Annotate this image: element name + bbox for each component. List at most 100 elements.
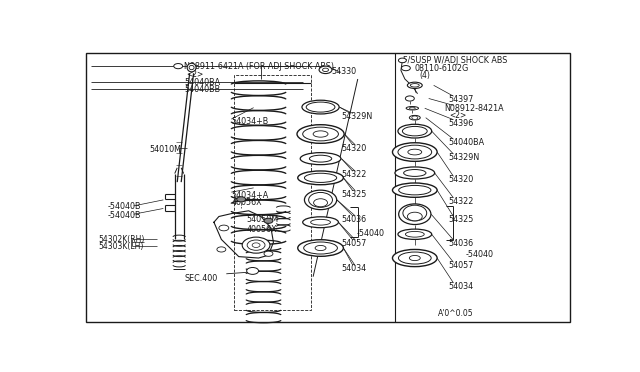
Text: 54040BA: 54040BA	[448, 138, 484, 147]
Text: 54034: 54034	[341, 264, 366, 273]
Text: 54036: 54036	[448, 239, 473, 248]
Text: 54034: 54034	[448, 282, 473, 291]
Text: 54397: 54397	[448, 95, 474, 104]
Text: 54302K(RH): 54302K(RH)	[99, 235, 145, 244]
Text: A'0^0.05: A'0^0.05	[438, 310, 474, 318]
Ellipse shape	[404, 170, 426, 176]
Ellipse shape	[314, 199, 328, 207]
Ellipse shape	[309, 155, 332, 162]
Text: (4): (4)	[420, 71, 431, 80]
Circle shape	[412, 116, 418, 119]
Ellipse shape	[187, 63, 196, 72]
Ellipse shape	[305, 173, 337, 182]
Ellipse shape	[306, 102, 335, 112]
Text: SEC.400: SEC.400	[184, 273, 218, 283]
Circle shape	[399, 58, 406, 63]
Circle shape	[252, 243, 260, 247]
Ellipse shape	[403, 126, 428, 136]
Ellipse shape	[410, 84, 419, 87]
Text: -54040: -54040	[466, 250, 494, 259]
Circle shape	[237, 197, 246, 202]
Circle shape	[246, 267, 259, 275]
Ellipse shape	[399, 252, 431, 264]
Ellipse shape	[304, 242, 337, 254]
Circle shape	[219, 225, 229, 231]
Ellipse shape	[399, 185, 431, 195]
Circle shape	[217, 247, 226, 252]
Ellipse shape	[313, 131, 328, 137]
Text: -54040B: -54040B	[108, 211, 141, 219]
Ellipse shape	[308, 192, 332, 207]
Circle shape	[264, 218, 273, 223]
Text: 54320: 54320	[341, 144, 366, 153]
Text: N: N	[177, 64, 180, 68]
Ellipse shape	[398, 229, 431, 240]
Text: 54010M: 54010M	[150, 145, 182, 154]
Text: <2>: <2>	[449, 111, 467, 120]
Ellipse shape	[298, 240, 344, 256]
Text: 54325: 54325	[341, 190, 366, 199]
Text: 40056X: 40056X	[246, 225, 276, 234]
Ellipse shape	[310, 219, 330, 225]
Text: 54322: 54322	[448, 197, 474, 206]
Ellipse shape	[392, 250, 437, 267]
Ellipse shape	[189, 65, 194, 70]
Ellipse shape	[392, 183, 437, 197]
Circle shape	[264, 251, 273, 256]
Ellipse shape	[399, 204, 431, 225]
Text: 54050M: 54050M	[246, 215, 278, 224]
Ellipse shape	[403, 205, 427, 221]
Ellipse shape	[398, 124, 431, 138]
Ellipse shape	[406, 106, 419, 110]
Text: 54040BB: 54040BB	[184, 85, 220, 94]
Text: <2>: <2>	[187, 70, 204, 79]
Ellipse shape	[302, 100, 339, 114]
Text: 54034+B: 54034+B	[231, 118, 269, 126]
Text: 54322: 54322	[341, 170, 366, 179]
Ellipse shape	[297, 125, 344, 143]
Ellipse shape	[305, 190, 337, 210]
Ellipse shape	[300, 153, 341, 165]
Text: B: B	[404, 65, 408, 71]
Ellipse shape	[405, 231, 424, 237]
Ellipse shape	[398, 145, 431, 159]
Text: 54330: 54330	[332, 67, 356, 76]
Ellipse shape	[408, 149, 422, 155]
Bar	[234, 75, 310, 310]
Text: -54040: -54040	[356, 229, 385, 238]
Text: 54034+A: 54034+A	[231, 190, 269, 199]
Circle shape	[319, 66, 332, 74]
Text: N08912-8421A: N08912-8421A	[445, 104, 504, 113]
Circle shape	[405, 96, 414, 101]
Text: 54325: 54325	[448, 215, 474, 224]
Ellipse shape	[410, 256, 420, 261]
Ellipse shape	[410, 107, 415, 109]
Ellipse shape	[407, 212, 422, 221]
Text: 54040BA: 54040BA	[184, 78, 220, 87]
Text: 08110-6102G: 08110-6102G	[415, 64, 469, 73]
Text: F/SUSP W/ADJ SHOCK ABS: F/SUSP W/ADJ SHOCK ABS	[403, 56, 508, 65]
Circle shape	[401, 65, 410, 71]
Text: 54396: 54396	[448, 119, 474, 128]
Text: N: N	[408, 96, 412, 101]
Ellipse shape	[303, 127, 339, 141]
Text: 54320: 54320	[448, 175, 474, 185]
Ellipse shape	[395, 167, 435, 179]
Circle shape	[323, 68, 328, 71]
Ellipse shape	[298, 171, 344, 185]
Text: N08911-6421A (FOR ADJ SHOCK ABS): N08911-6421A (FOR ADJ SHOCK ABS)	[184, 62, 334, 71]
Ellipse shape	[315, 246, 326, 251]
Circle shape	[247, 240, 265, 250]
Ellipse shape	[410, 115, 420, 120]
Text: 54303K(LH): 54303K(LH)	[99, 242, 144, 251]
Text: 40056X: 40056X	[231, 198, 262, 207]
Text: 54329N: 54329N	[341, 112, 372, 121]
Ellipse shape	[407, 82, 422, 89]
Circle shape	[173, 64, 182, 69]
Text: 54036: 54036	[341, 215, 366, 224]
Text: 54057: 54057	[341, 239, 366, 248]
Text: 54329N: 54329N	[448, 153, 479, 162]
Ellipse shape	[303, 217, 339, 228]
Text: -54040B: -54040B	[108, 202, 141, 211]
Text: 54057: 54057	[448, 261, 474, 270]
